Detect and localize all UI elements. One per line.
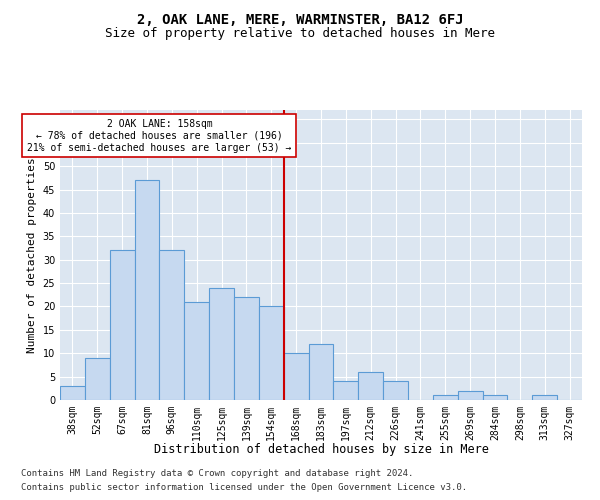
Bar — [134, 180, 160, 400]
Bar — [284, 353, 308, 400]
Text: Contains HM Land Registry data © Crown copyright and database right 2024.: Contains HM Land Registry data © Crown c… — [21, 468, 413, 477]
Bar — [160, 250, 184, 400]
Bar — [383, 382, 408, 400]
Text: Contains public sector information licensed under the Open Government Licence v3: Contains public sector information licen… — [21, 484, 467, 492]
Bar — [234, 297, 259, 400]
Bar — [259, 306, 284, 400]
Bar — [184, 302, 209, 400]
Bar — [209, 288, 234, 400]
Bar — [308, 344, 334, 400]
Bar — [110, 250, 134, 400]
Bar — [458, 390, 482, 400]
Bar — [433, 396, 458, 400]
Text: Size of property relative to detached houses in Mere: Size of property relative to detached ho… — [105, 28, 495, 40]
Text: 2, OAK LANE, MERE, WARMINSTER, BA12 6FJ: 2, OAK LANE, MERE, WARMINSTER, BA12 6FJ — [137, 12, 463, 26]
Y-axis label: Number of detached properties: Number of detached properties — [27, 157, 37, 353]
Bar — [334, 382, 358, 400]
Bar — [60, 386, 85, 400]
Bar — [85, 358, 110, 400]
Bar — [532, 396, 557, 400]
Text: Distribution of detached houses by size in Mere: Distribution of detached houses by size … — [154, 442, 488, 456]
Text: 2 OAK LANE: 158sqm
← 78% of detached houses are smaller (196)
21% of semi-detach: 2 OAK LANE: 158sqm ← 78% of detached hou… — [27, 120, 292, 152]
Bar — [482, 396, 508, 400]
Bar — [358, 372, 383, 400]
